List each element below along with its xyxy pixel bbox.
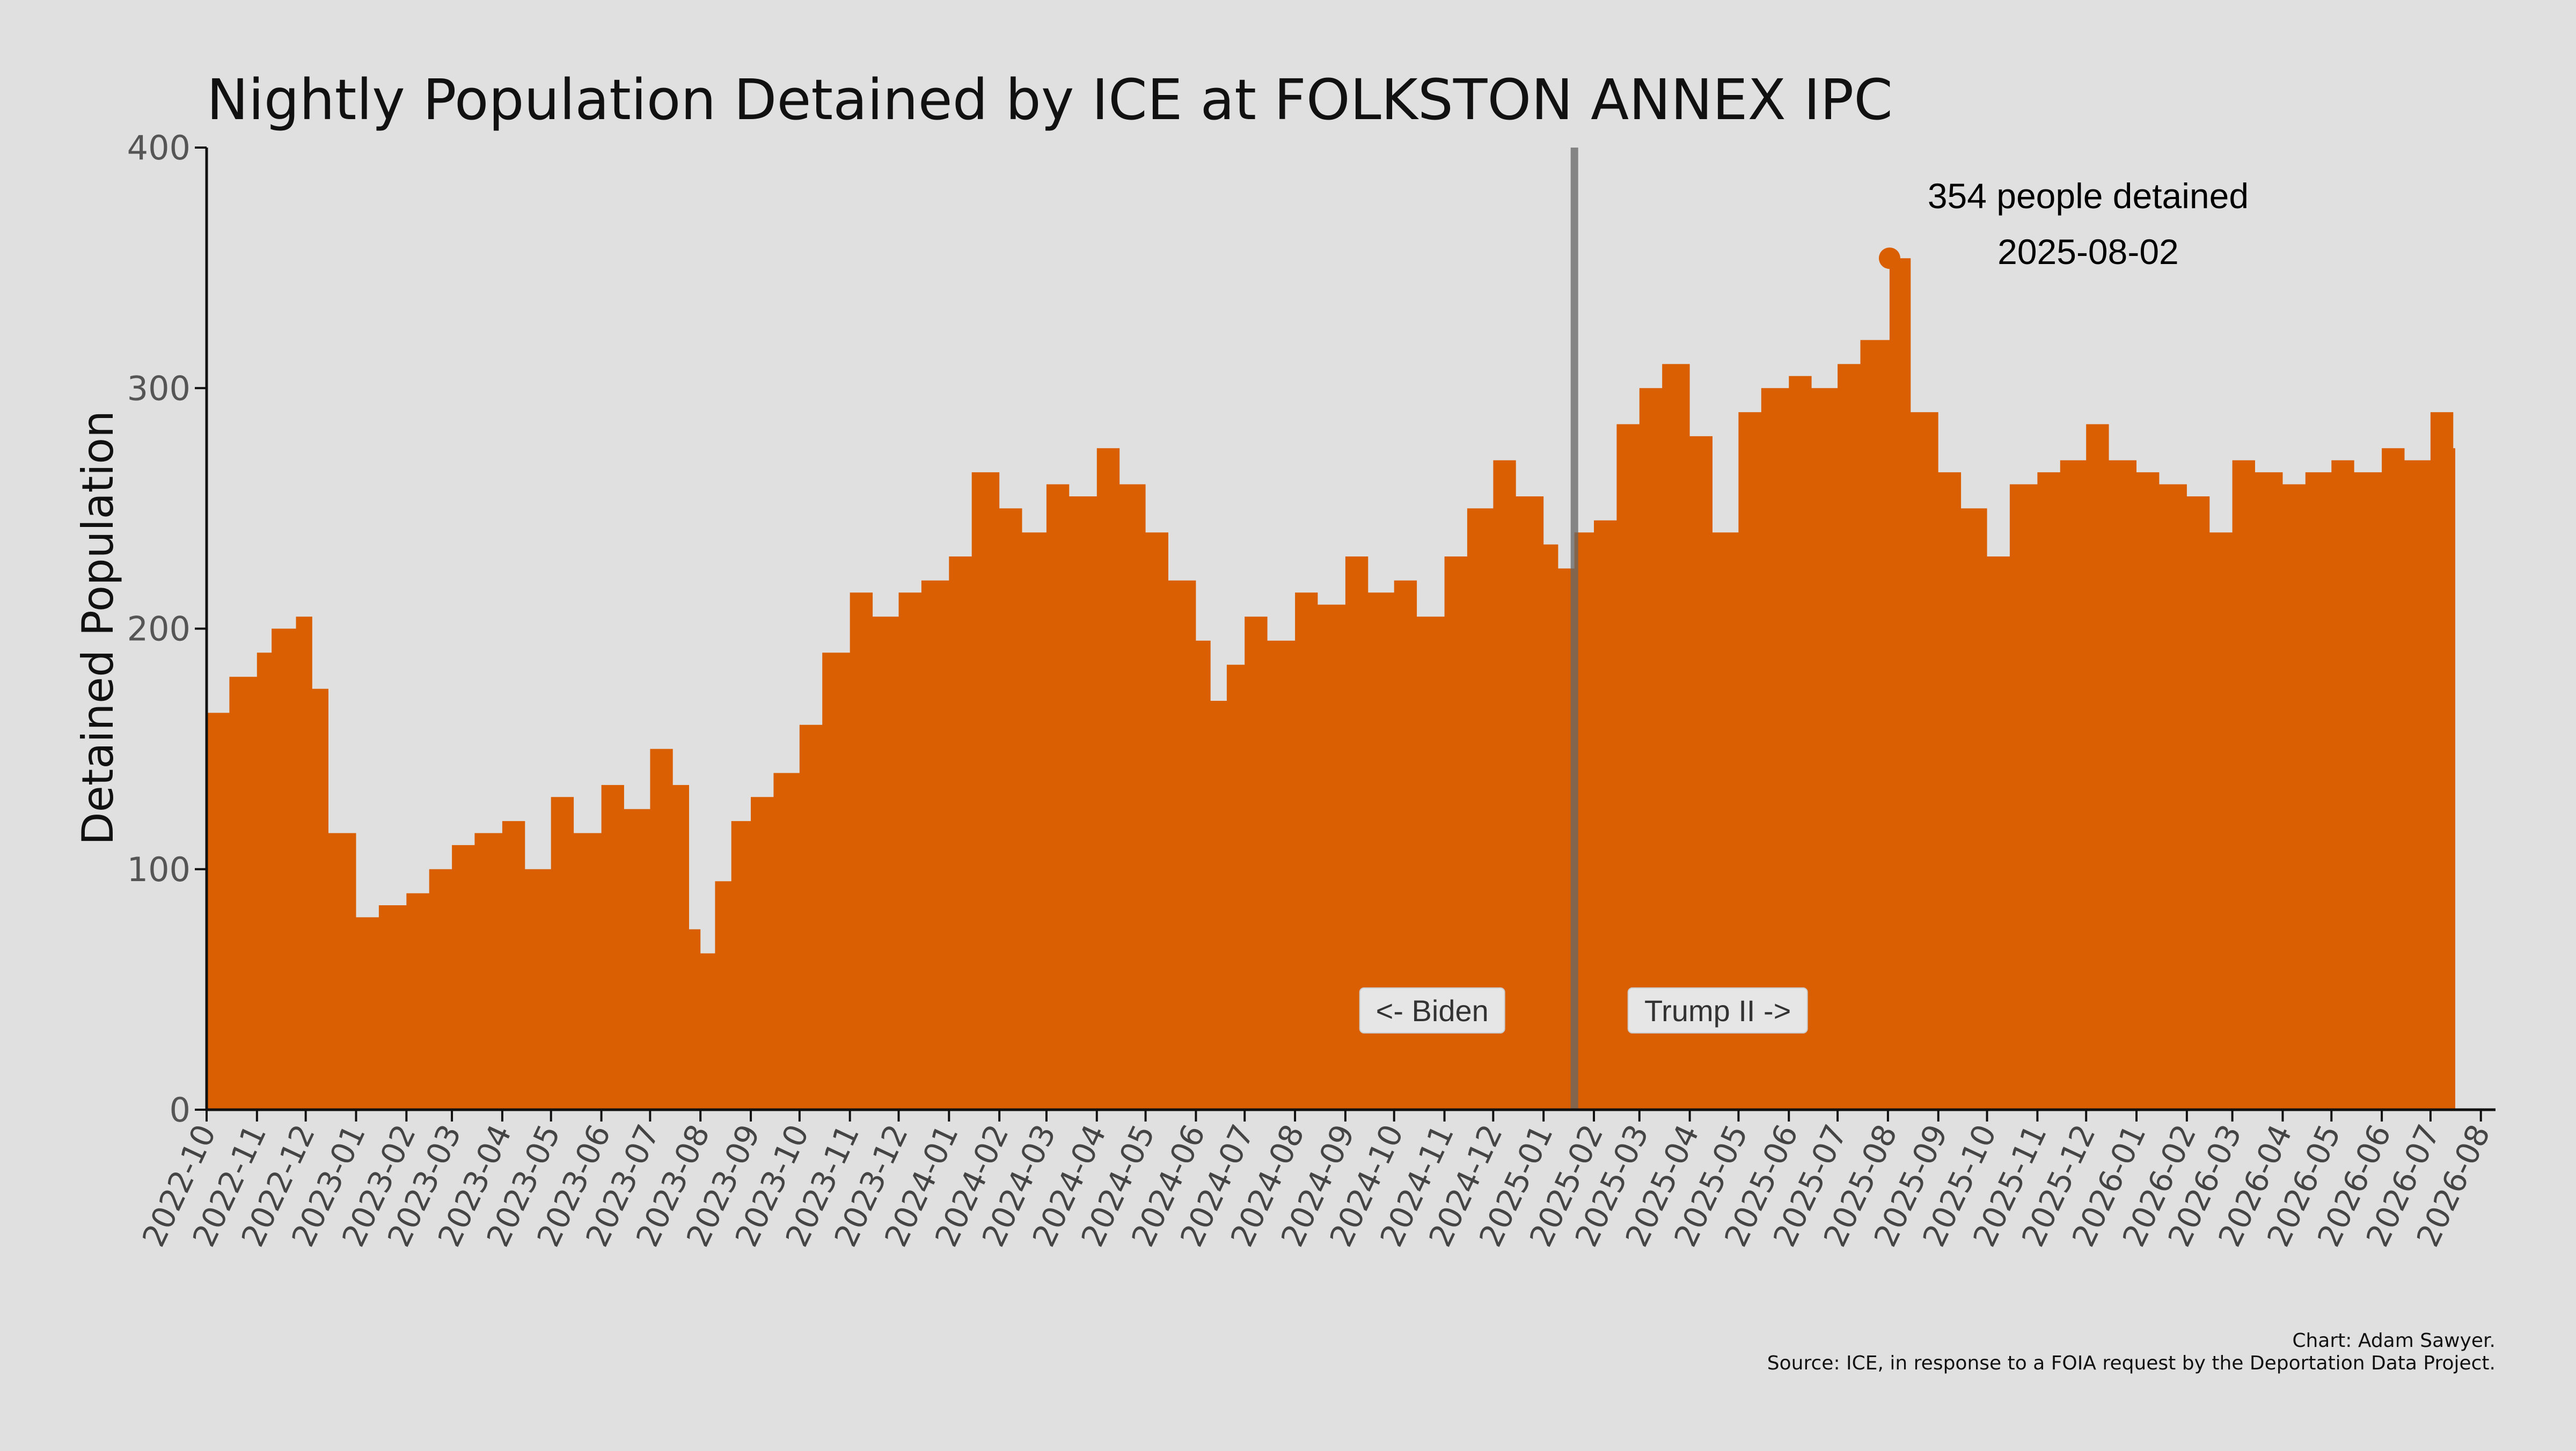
y-tick-label: 300 [127,369,191,408]
series-area-0 [207,258,2481,1110]
y-tick-label: 0 [170,1090,191,1130]
chart-credit: Chart: Adam Sawyer. [2292,1330,2496,1352]
era-label-box [1359,987,1505,1034]
era-label-biden: <- Biden [1359,987,1505,1034]
era-label-text: <- Biden [1376,994,1489,1028]
y-tick-label: 200 [127,610,191,649]
y-tick-label: 400 [127,128,191,167]
era-label-text: Trump II -> [1644,994,1791,1028]
y-axis-label: Detained Population [73,411,123,845]
peak-annotation: 354 people detained 2025-08-02 [1878,176,2249,272]
y-tick-label: 100 [127,850,191,889]
peak-label-value: 354 people detained [1928,176,2249,216]
y-ticks: 0 100 200 300 400 [127,128,207,1130]
era-labels: <- Biden Trump II -> [1359,987,1808,1034]
x-ticks: 2022-102022-112022-122023-012023-022023-… [135,1110,2497,1252]
chart-title: Nightly Population Detained by ICE at FO… [207,67,1893,133]
peak-point [1878,247,1900,269]
era-label-trump: Trump II -> [1627,987,1808,1034]
chart-source: Source: ICE, in response to a FOIA reque… [1767,1352,2496,1374]
peak-label-date: 2025-08-02 [1997,232,2179,272]
area-layer [207,258,2481,1110]
era-label-box [1627,987,1808,1034]
